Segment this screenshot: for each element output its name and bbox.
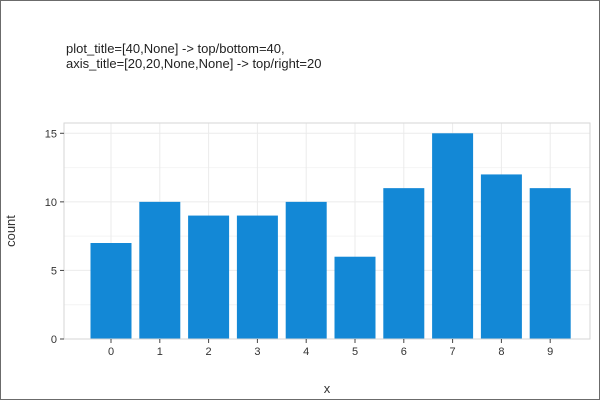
- x-tick-label: 1: [157, 346, 163, 358]
- bar: [139, 201, 181, 339]
- x-axis-title: x: [324, 381, 331, 396]
- bar: [383, 188, 425, 339]
- panel-border: [63, 122, 591, 340]
- bar: [90, 243, 132, 339]
- bar-layer: [90, 133, 571, 339]
- bar: [285, 201, 327, 339]
- x-tick-label: 6: [401, 346, 407, 358]
- y-tick-label: 10: [45, 197, 57, 209]
- bar: [432, 133, 474, 339]
- y-tick-label: 15: [45, 128, 57, 140]
- bar: [529, 188, 571, 339]
- y-tick-label: 0: [51, 334, 57, 346]
- bar: [480, 174, 522, 339]
- x-tick-label: 3: [254, 346, 260, 358]
- y-axis-title: count: [3, 215, 18, 247]
- plot-title-line-1: plot_title=[40,None] -> top/bottom=40,: [66, 41, 285, 56]
- x-tick-label: 8: [498, 346, 504, 358]
- bar: [236, 215, 278, 339]
- x-tick-label: 5: [352, 346, 358, 358]
- y-tick-label: 5: [51, 265, 57, 277]
- plot-title-line-2: axis_title=[20,20,None,None] -> top/righ…: [66, 56, 322, 71]
- bar: [334, 256, 376, 339]
- plot-title: plot_title=[40,None] -> top/bottom=40, a…: [66, 41, 321, 71]
- x-tick-label: 4: [303, 346, 309, 358]
- bar: [188, 215, 230, 339]
- tick-layer: 0 5 10 15 0 1 2 3 4 5 6 7 8 9: [45, 128, 554, 358]
- x-tick-label: 0: [108, 346, 114, 358]
- x-tick-label: 9: [547, 346, 553, 358]
- x-tick-label: 2: [206, 346, 212, 358]
- x-tick-label: 7: [450, 346, 456, 358]
